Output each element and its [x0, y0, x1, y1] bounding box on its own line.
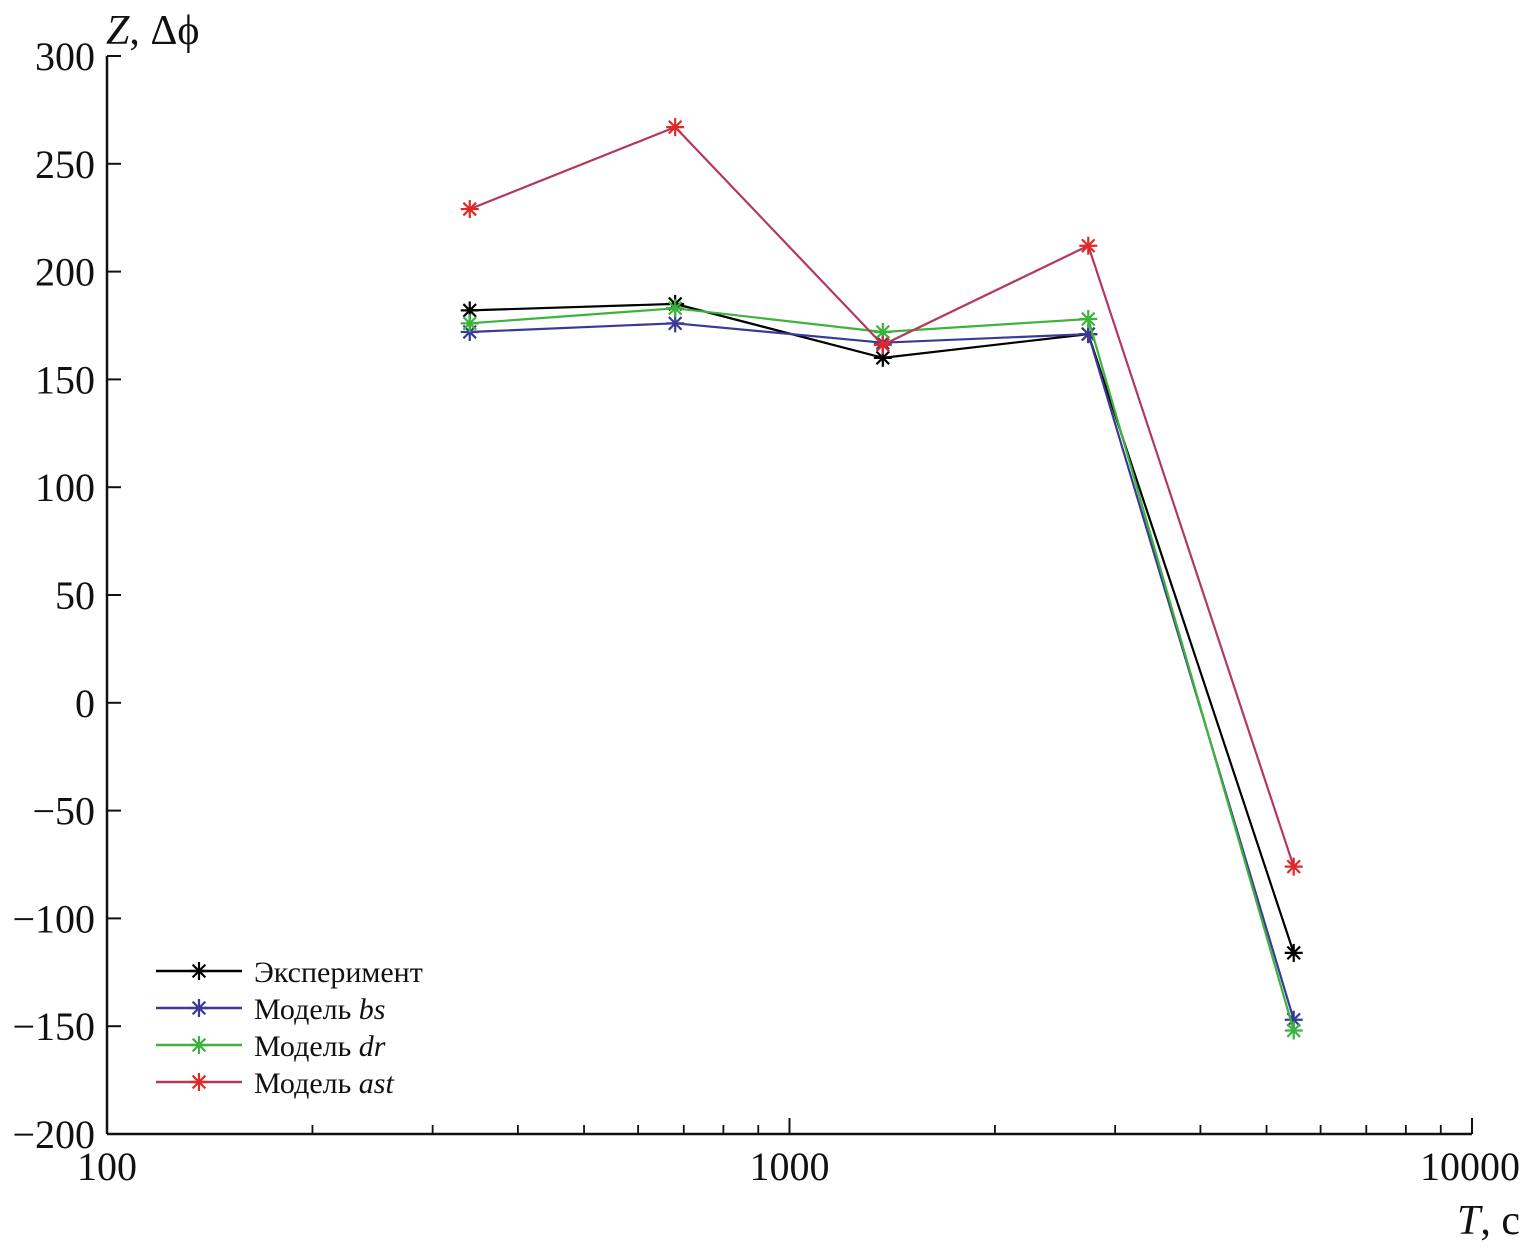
y-tick-label: 150: [35, 357, 95, 402]
series-line: [469, 322, 1295, 1021]
y-tick-label: 250: [35, 142, 95, 187]
y-tick-label: 0: [75, 681, 95, 726]
legend-marker: [190, 999, 208, 1017]
legend-label: Модель ast: [254, 1067, 394, 1100]
y-tick-label: −50: [32, 789, 95, 834]
y-tick-label: −200: [12, 1112, 95, 1157]
series-line: [469, 125, 1295, 868]
series-3: [460, 118, 1303, 876]
data-point: [1284, 1021, 1303, 1040]
data-point: [1284, 857, 1303, 876]
legend-label: Модель dr: [254, 1030, 386, 1063]
y-tick-label: 300: [35, 34, 95, 79]
legend: Эксперимент Модель bs Модель dr Модель ast: [156, 956, 423, 1100]
legend-entry-2: Модель dr: [156, 1030, 386, 1063]
x-tick-label: 1000: [750, 1144, 830, 1189]
legend-marker: [190, 962, 208, 980]
series-line: [469, 302, 1295, 954]
series-2: [460, 299, 1303, 1040]
data-point: [1079, 310, 1098, 329]
data-point: [666, 314, 685, 333]
x-axis-title: T, с: [1457, 1198, 1520, 1244]
y-tick-label: −150: [12, 1004, 95, 1049]
data-point: [873, 335, 892, 354]
data-point: [666, 299, 685, 318]
x-tick-label: 100: [77, 1144, 137, 1189]
data-point: [1284, 943, 1303, 962]
x-tick-label: 10000: [1420, 1144, 1520, 1189]
legend-marker: [190, 1036, 208, 1054]
legend-entry-0: Эксперимент: [156, 956, 423, 989]
y-tick-label: −100: [12, 896, 95, 941]
y-tick-label: 200: [35, 250, 95, 295]
data-point: [666, 118, 685, 137]
legend-marker: [190, 1073, 208, 1091]
data-point: [1079, 236, 1098, 255]
series-1: [460, 314, 1303, 1029]
y-tick-label: 50: [55, 573, 95, 618]
series-layer: [460, 118, 1303, 1040]
legend-entry-3: Модель ast: [156, 1067, 394, 1100]
data-point: [873, 322, 892, 341]
legend-label: Модель bs: [254, 993, 385, 1026]
y-tick-label: 100: [35, 465, 95, 510]
data-point: [460, 200, 479, 219]
legend-entry-1: Модель bs: [156, 993, 385, 1026]
y-axis-title: Z, Δϕ: [106, 8, 199, 54]
series-line: [469, 307, 1295, 1031]
legend-label: Эксперимент: [254, 956, 423, 989]
data-point: [460, 314, 479, 333]
